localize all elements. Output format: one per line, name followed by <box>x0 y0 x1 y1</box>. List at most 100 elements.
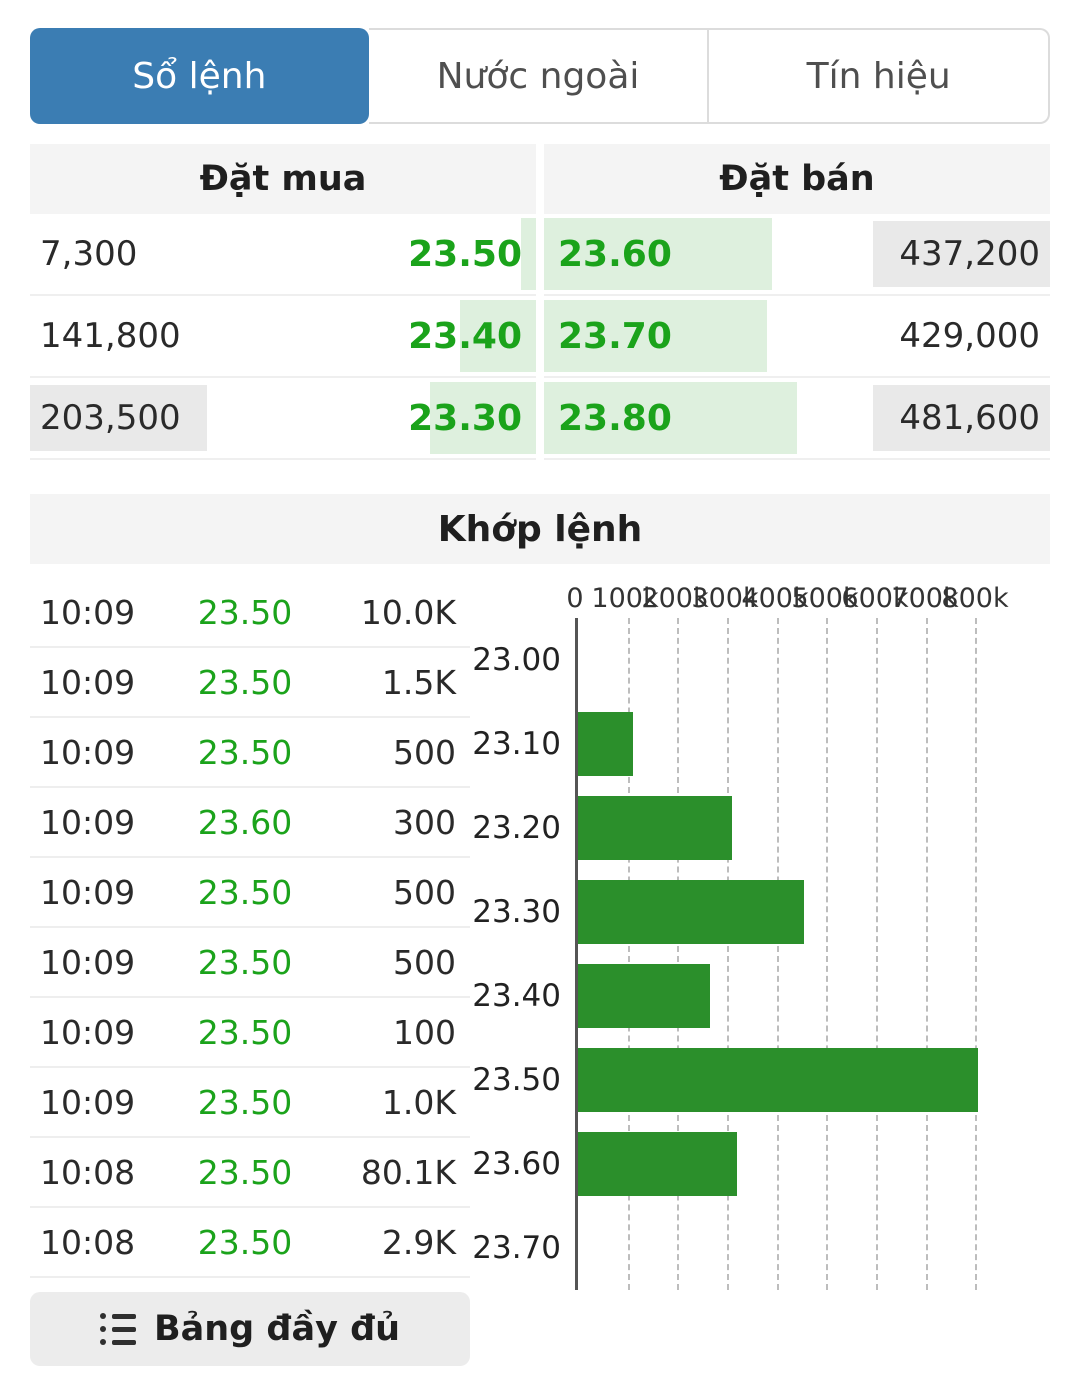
matched-title: Khớp lệnh <box>30 494 1050 564</box>
trade-row: 10:09 23.60 300 <box>30 788 470 858</box>
sell-depth-bar <box>544 218 772 290</box>
y-axis-label: 23.00 <box>472 642 561 678</box>
sell-price: 23.70 <box>558 315 672 357</box>
buy-order-row[interactable]: 7,300 23.50 <box>30 214 536 296</box>
x-tick-label: 600k <box>841 583 909 614</box>
volume-bar <box>578 1048 978 1112</box>
bar-row <box>578 870 1050 954</box>
gridline <box>975 618 978 1290</box>
tab-bar: Sổ lệnh Nước ngoài Tín hiệu <box>30 28 1051 124</box>
tab-nuoc-ngoai[interactable]: Nước ngoài <box>368 28 709 124</box>
gridline <box>677 618 680 1290</box>
buy-header: Đặt mua <box>30 144 536 214</box>
sell-volume: 481,600 <box>873 385 1050 451</box>
trade-price: 23.60 <box>197 802 293 842</box>
chart-x-axis-row: 0 100k 200k 300k 400k 500k 600k 700k 800k <box>480 578 1050 618</box>
x-tick-label: 800k <box>941 583 1009 614</box>
full-board-button[interactable]: Bảng đầy đủ <box>30 1292 470 1366</box>
buy-volume: 203,500 <box>30 385 207 451</box>
buy-price: 23.30 <box>408 397 522 439</box>
sell-volume: 429,000 <box>899 316 1040 356</box>
sell-depth-bar <box>544 300 767 372</box>
buy-price: 23.50 <box>408 233 522 275</box>
gridline <box>727 618 730 1290</box>
trade-price: 23.50 <box>197 872 293 912</box>
trade-price: 23.50 <box>197 1222 293 1262</box>
buy-depth-bar <box>520 218 536 290</box>
buy-order-row[interactable]: 203,500 23.30 <box>30 378 536 460</box>
trade-row: 10:09 23.50 10.0K <box>30 578 470 648</box>
trade-price: 23.50 <box>197 1082 293 1122</box>
trade-row: 10:08 23.50 80.1K <box>30 1138 470 1208</box>
trade-time: 10:09 <box>40 802 136 842</box>
trade-list: 10:09 23.50 10.0K 10:09 23.50 1.5K 10:09 23.50 5… <box>30 578 470 1278</box>
buy-price: 23.40 <box>408 315 522 357</box>
tab-tin-hieu[interactable]: Tín hiệu <box>708 28 1051 124</box>
x-tick-label: 400k <box>741 583 809 614</box>
trade-volume: 80.1K <box>360 1152 456 1192</box>
buy-order-row[interactable]: 141,800 23.40 <box>30 296 536 378</box>
volume-bar <box>578 1132 737 1196</box>
trade-volume: 1.0K <box>381 1082 456 1122</box>
trade-row: 10:09 23.50 500 <box>30 858 470 928</box>
trade-volume: 300 <box>393 802 456 842</box>
matched-body: 10:09 23.50 10.0K 10:09 23.50 1.5K 10:09 23.50 5… <box>30 578 1050 1366</box>
buy-volume: 7,300 <box>40 234 138 274</box>
sell-price: 23.60 <box>558 233 672 275</box>
trade-time: 10:09 <box>40 872 136 912</box>
trade-volume: 500 <box>393 872 456 912</box>
bar-row <box>578 1038 1050 1122</box>
sell-depth-bar <box>544 382 797 454</box>
y-axis-label: 23.50 <box>472 1062 561 1098</box>
tab-so-lenh[interactable]: Sổ lệnh <box>30 28 369 124</box>
buy-depth-bar <box>460 300 536 372</box>
sell-header: Đặt bán <box>544 144 1050 214</box>
bar-row <box>578 954 1050 1038</box>
sell-order-row[interactable]: 23.60 437,200 <box>544 214 1050 296</box>
y-axis-label: 23.30 <box>472 894 561 930</box>
x-tick-label: 300k <box>691 583 759 614</box>
chart-x-axis: 0 100k 200k 300k 400k 500k 600k 700k 800k <box>566 578 1050 618</box>
gridline <box>627 618 630 1290</box>
x-tick-label: 100k <box>591 583 659 614</box>
trade-volume: 10.0K <box>360 592 456 632</box>
chart-body: 23.00 23.10 23.20 23.30 23.40 23.50 23.60 23.70 <box>472 618 1050 1290</box>
bar-row <box>578 1206 1050 1290</box>
order-book: Đặt mua 7,300 23.50 141,800 23.40 203,50… <box>30 144 1050 460</box>
chart-plot <box>575 618 1050 1290</box>
volume-bar <box>578 712 633 776</box>
trade-volume: 500 <box>393 942 456 982</box>
trade-row: 10:09 23.50 1.0K <box>30 1068 470 1138</box>
y-axis-label: 23.20 <box>472 810 561 846</box>
trade-time: 10:09 <box>40 592 136 632</box>
gridline <box>776 618 779 1290</box>
sell-column: Đặt bán 23.60 437,200 23.70 429,000 23.8… <box>544 144 1050 460</box>
bar-row <box>578 1122 1050 1206</box>
trade-time: 10:09 <box>40 732 136 772</box>
sell-order-row[interactable]: 23.70 429,000 <box>544 296 1050 378</box>
gridline <box>925 618 928 1290</box>
volume-bar <box>578 796 733 860</box>
chart-y-labels: 23.00 23.10 23.20 23.30 23.40 23.50 23.60 23.70 <box>472 618 575 1290</box>
y-axis-label: 23.10 <box>472 726 561 762</box>
trade-row: 10:09 23.50 500 <box>30 928 470 998</box>
sell-order-row[interactable]: 23.80 481,600 <box>544 378 1050 460</box>
trade-price: 23.50 <box>197 1152 293 1192</box>
trade-time: 10:08 <box>40 1152 136 1192</box>
x-tick-label: 500k <box>791 583 859 614</box>
buy-depth-bar <box>429 382 536 454</box>
y-axis-label: 23.40 <box>472 978 561 1014</box>
x-tick-label: 700k <box>891 583 959 614</box>
trade-price: 23.50 <box>197 592 293 632</box>
trade-time: 10:09 <box>40 1082 136 1122</box>
trade-volume: 1.5K <box>381 662 456 702</box>
buy-volume: 141,800 <box>40 316 181 356</box>
gridline <box>826 618 829 1290</box>
bar-row <box>578 618 1050 702</box>
trade-price: 23.50 <box>197 662 293 702</box>
trade-row: 10:08 23.50 2.9K <box>30 1208 470 1278</box>
trade-time: 10:09 <box>40 942 136 982</box>
trade-price: 23.50 <box>197 942 293 982</box>
price-volume-chart: 0 100k 200k 300k 400k 500k 600k 700k 800k 23.00 2… <box>472 578 1050 1366</box>
x-tick-label: 0 <box>566 583 584 614</box>
